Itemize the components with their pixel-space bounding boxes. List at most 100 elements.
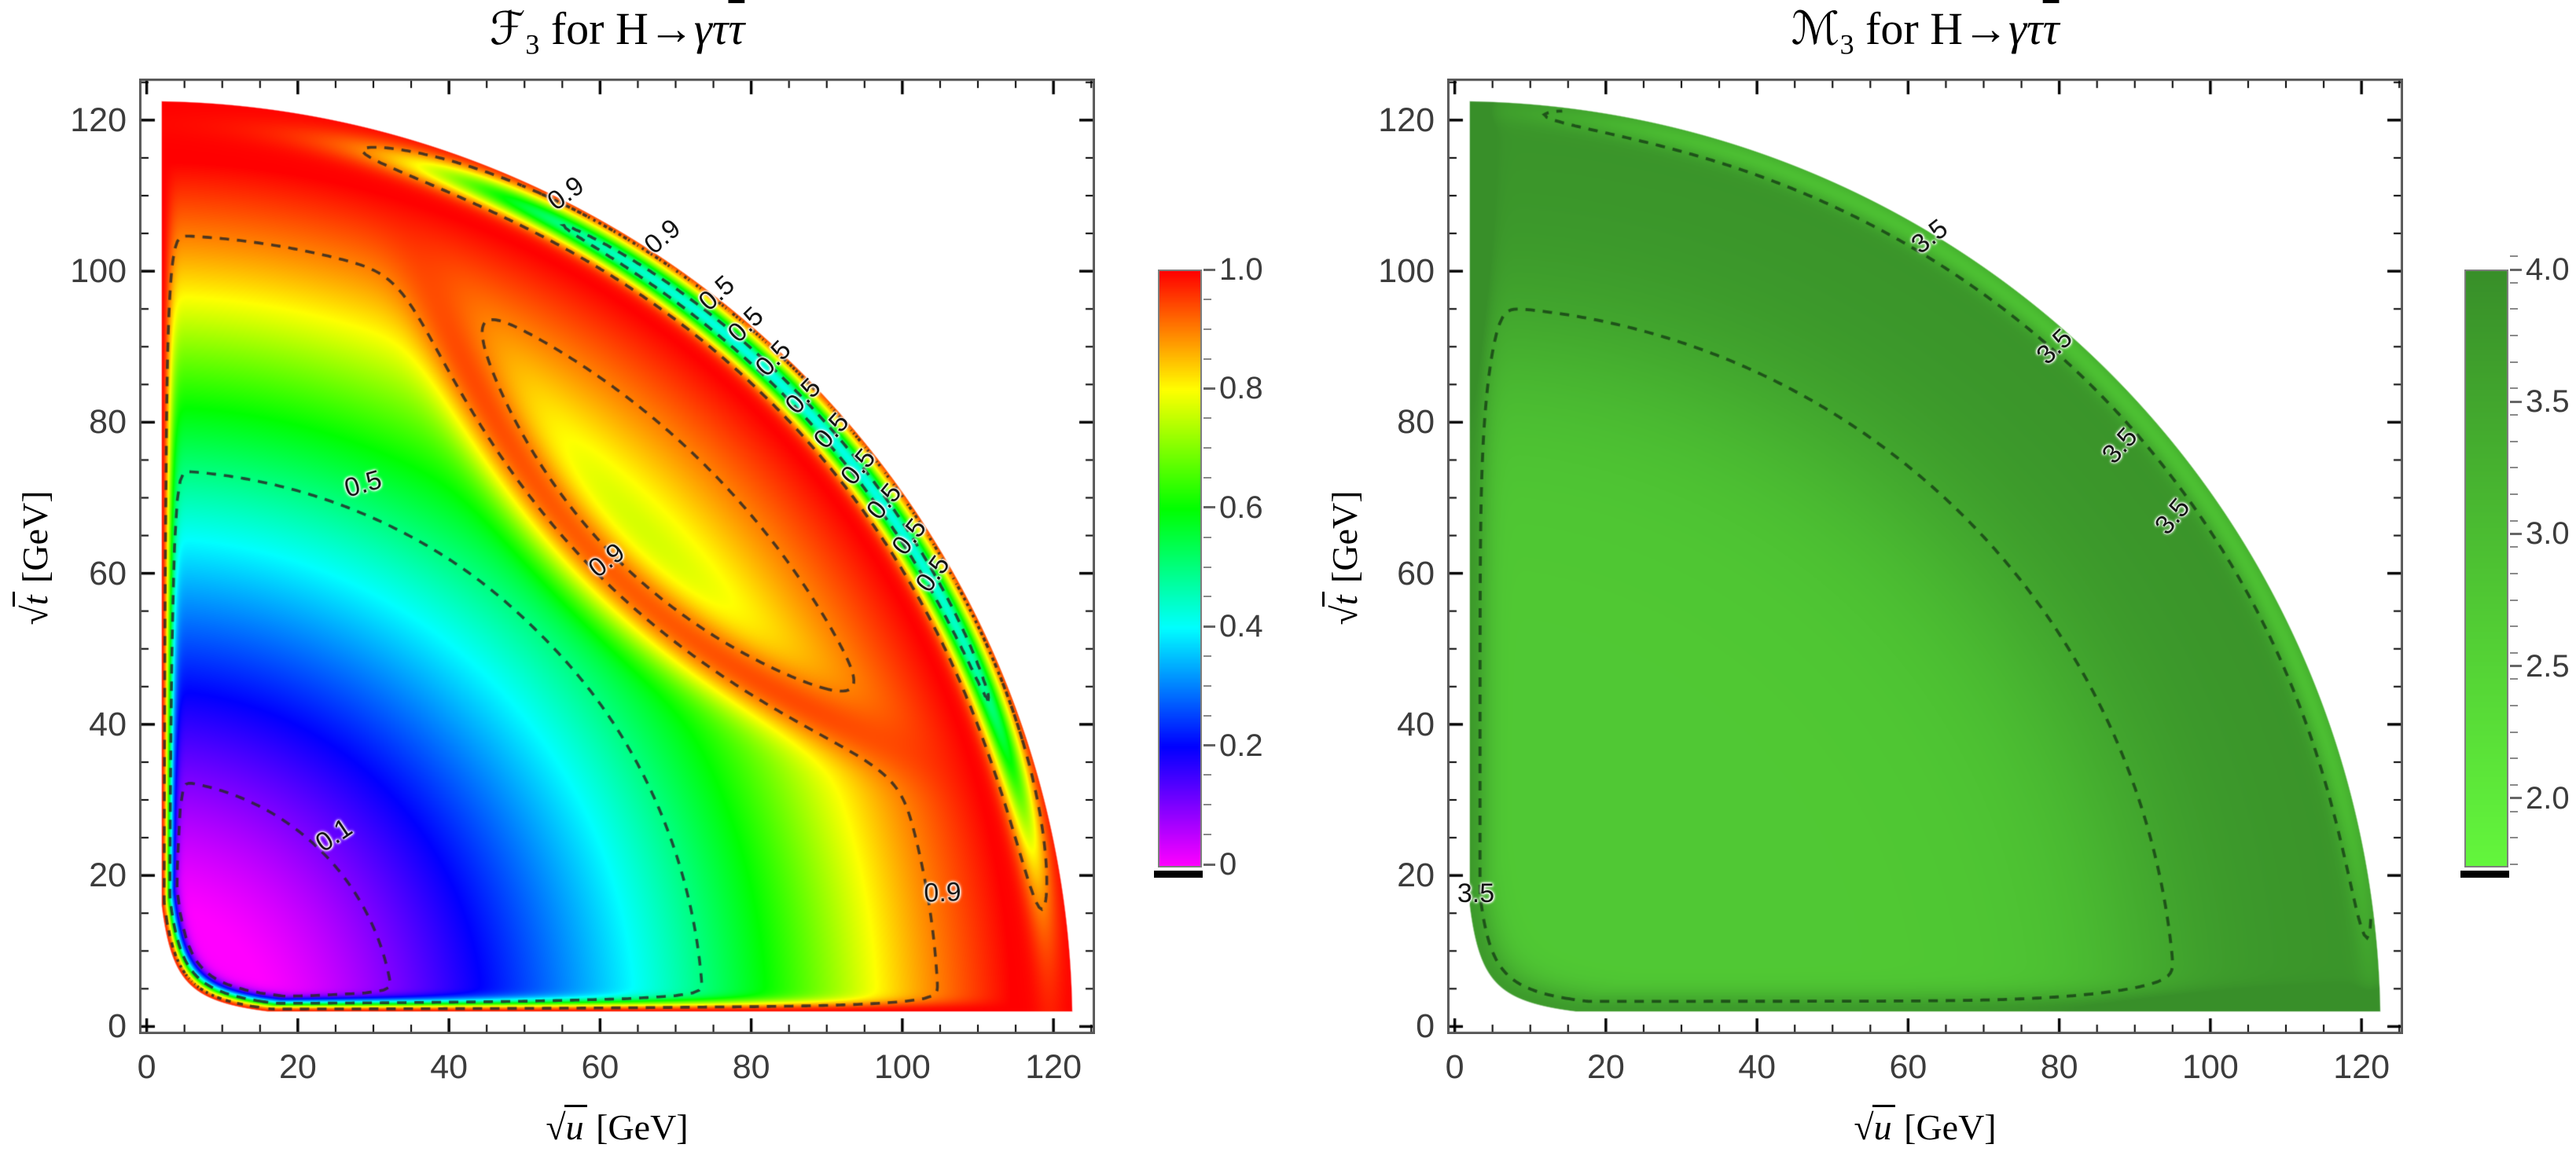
colorbar-minor-tick [2510, 308, 2518, 310]
y-tick-label-20: 20 [1397, 856, 1435, 895]
colorbar-label-3.5: 3.5 [2526, 384, 2570, 420]
colorbar-minor-tick [1203, 536, 1211, 538]
x-tick-label-40: 40 [1738, 1048, 1777, 1086]
colorbar-major-tick [1203, 863, 1215, 866]
y-tick-label-120: 120 [1378, 101, 1435, 139]
x-tick-label-20: 20 [278, 1048, 317, 1086]
y-tick-label-0: 0 [108, 1007, 127, 1046]
colorbar-minor-tick [2510, 757, 2518, 760]
title-subscript: 3 [525, 28, 540, 61]
colorbar-minor-tick [2510, 810, 2518, 812]
colorbar-label-4.0: 4.0 [2526, 252, 2570, 287]
colorbar-minor-tick [2510, 864, 2518, 865]
colorbar-major-tick [2510, 400, 2522, 403]
title-text: for H→ [1854, 3, 2009, 54]
colorbar-minor-tick [2510, 281, 2518, 284]
x-tick-label-80: 80 [732, 1048, 770, 1086]
colorbar-minor-tick [2510, 572, 2518, 574]
colorbar-minor-tick [2510, 678, 2518, 680]
sqrt-symbol: √ [15, 605, 55, 625]
plot-m3-title: ℳ3 for H→γττ [1447, 2, 2403, 61]
colorbar-minor-tick [1203, 684, 1211, 687]
y-tick-label-20: 20 [89, 856, 127, 895]
script-m-symbol: ℳ [1791, 2, 1840, 55]
f3-y-axis-label: √t [GeV] [13, 389, 61, 727]
m3-x-axis-label: √u [GeV] [1447, 1105, 2403, 1148]
m3-density-surface [1447, 79, 2403, 1034]
x-tick-label-60: 60 [581, 1048, 619, 1086]
colorbar-minor-tick [2510, 651, 2518, 654]
colorbar-major-tick [2510, 797, 2522, 800]
x-unit: [GeV] [1904, 1107, 1997, 1147]
colorbar-minor-tick [1203, 596, 1211, 598]
y-tick-label-40: 40 [89, 705, 127, 743]
colorbar-minor-tick [1203, 714, 1211, 717]
colorbar-minor-tick [2510, 625, 2518, 628]
colorbar-minor-tick [1203, 804, 1211, 806]
colorbar-label-0.2: 0.2 [1219, 728, 1263, 763]
colorbar-major-tick [2510, 268, 2522, 271]
x-tick-label-20: 20 [1586, 1048, 1625, 1086]
contour-label-0.9: 0.9 [923, 877, 962, 908]
x-tick-label-100: 100 [874, 1048, 931, 1086]
y-tick-label-80: 80 [1397, 403, 1435, 442]
y-unit: [GeV] [15, 490, 55, 583]
colorbar-minor-tick [2510, 599, 2518, 601]
colorbar-major-tick [1203, 268, 1215, 271]
colorbar-major-tick [2510, 665, 2522, 668]
title-greek: γτ [2008, 3, 2043, 54]
colorbar-minor-tick [2510, 493, 2518, 495]
x-tick-label-100: 100 [2182, 1048, 2239, 1086]
colorbar-minor-tick [2510, 546, 2518, 548]
f3-density-surface [139, 79, 1095, 1034]
title-text: for H→ [539, 3, 694, 54]
density-plot-f3: 0 20 40 60 80 100 120 0 20 40 60 80 100 120 0.9 0.9 0.… [70, 79, 1095, 1086]
colorbar-major-tick [2510, 532, 2522, 535]
x-unit: [GeV] [596, 1107, 689, 1147]
colorbar-label-3.0: 3.0 [2526, 516, 2570, 552]
y-tick-label-40: 40 [1397, 705, 1435, 743]
colorbar-major-tick [1203, 387, 1215, 390]
colorbar-minor-tick [1203, 476, 1211, 479]
colorbar-minor-tick [2510, 837, 2518, 839]
colorbar-minor-tick [1203, 358, 1211, 360]
f3-colorbar-clip-marker [1154, 871, 1203, 878]
x-tick-label-0: 0 [137, 1048, 156, 1086]
y-tick-label-60: 60 [1397, 554, 1435, 592]
colorbar-label-2.5: 2.5 [2526, 648, 2570, 684]
colorbar-minor-tick [1203, 447, 1211, 449]
colorbar-label-0.4: 0.4 [1219, 609, 1263, 644]
f3-colorbar-ticks: 1.0 0.8 0.6 0.4 0.2 0 [1202, 252, 1359, 882]
x-tick-label-40: 40 [430, 1048, 469, 1086]
title-greek: γτ [693, 3, 729, 54]
colorbar-major-tick [1203, 744, 1215, 747]
x-variable: u [1872, 1105, 1895, 1147]
colorbar-minor-tick [2510, 255, 2518, 258]
title-tau-bar: τ [728, 3, 745, 54]
m3-colorbar-ticks: 4.0 3.5 3.0 2.5 2.0 [2508, 252, 2576, 867]
colorbar-minor-tick [1203, 417, 1211, 420]
colorbar-minor-tick [1203, 566, 1211, 568]
colorbar-minor-tick [1203, 655, 1211, 658]
colorbar-major-tick [1203, 625, 1215, 628]
y-tick-label-60: 60 [89, 554, 127, 592]
x-tick-label-120: 120 [1025, 1048, 1082, 1086]
colorbar-minor-tick [2510, 519, 2518, 522]
title-tau-bar: τ [2042, 3, 2060, 54]
y-tick-label-80: 80 [89, 403, 127, 442]
colorbar-minor-tick [2510, 361, 2518, 363]
colorbar-label-1.0: 1.0 [1219, 252, 1263, 287]
script-f-symbol: ℱ [489, 2, 526, 55]
x-tick-label-60: 60 [1889, 1048, 1927, 1086]
y-tick-label-120: 120 [70, 101, 127, 139]
y-tick-label-100: 100 [70, 252, 127, 291]
colorbar-minor-tick [2510, 731, 2518, 733]
f3-colorbar-gradient [1159, 271, 1200, 866]
sqrt-symbol: √ [546, 1107, 566, 1147]
y-variable: t [13, 592, 55, 607]
colorbar-minor-tick [1203, 774, 1211, 776]
m3-colorbar-clip-marker [2460, 871, 2509, 878]
x-variable: u [564, 1105, 587, 1147]
x-tick-label-120: 120 [2333, 1048, 2390, 1086]
